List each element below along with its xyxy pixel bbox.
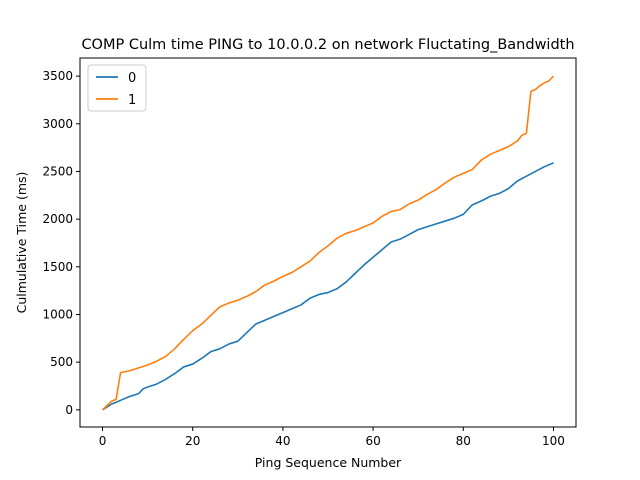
x-axis-label: Ping Sequence Number — [255, 455, 402, 470]
x-axis: 0 20 40 60 80 100 — [99, 427, 565, 448]
y-tick-label: 2000 — [42, 212, 73, 226]
plot-series — [101, 75, 555, 411]
legend-label-0: 0 — [128, 71, 136, 86]
series-line-1 — [101, 75, 555, 411]
x-tick-label: 20 — [185, 434, 200, 448]
legend: 01 — [87, 64, 147, 112]
y-axis: 0 500 1000 1500 2000 2500 3000 3500 — [42, 69, 80, 417]
y-tick-label: 0 — [65, 403, 73, 417]
x-tick-label: 60 — [365, 434, 380, 448]
y-tick-label: 3000 — [42, 117, 73, 131]
x-tick-label: 80 — [456, 434, 471, 448]
legend-label-1: 1 — [128, 93, 136, 108]
x-tick-label: 0 — [99, 434, 107, 448]
y-tick-label: 2500 — [42, 164, 73, 178]
y-tick-label: 500 — [50, 355, 73, 369]
y-tick-label: 1000 — [42, 307, 73, 321]
x-tick-label: 40 — [275, 434, 290, 448]
x-tick-label: 100 — [542, 434, 565, 448]
plot-frame — [79, 57, 577, 428]
chart-title: COMP Culm time PING to 10.0.0.2 on netwo… — [81, 37, 574, 53]
y-axis-label: Culmulative Time (ms) — [14, 172, 29, 314]
y-tick-label: 1500 — [42, 260, 73, 274]
legend-box — [87, 64, 147, 112]
y-tick-label: 3500 — [42, 69, 73, 83]
series-line-0 — [102, 162, 554, 411]
